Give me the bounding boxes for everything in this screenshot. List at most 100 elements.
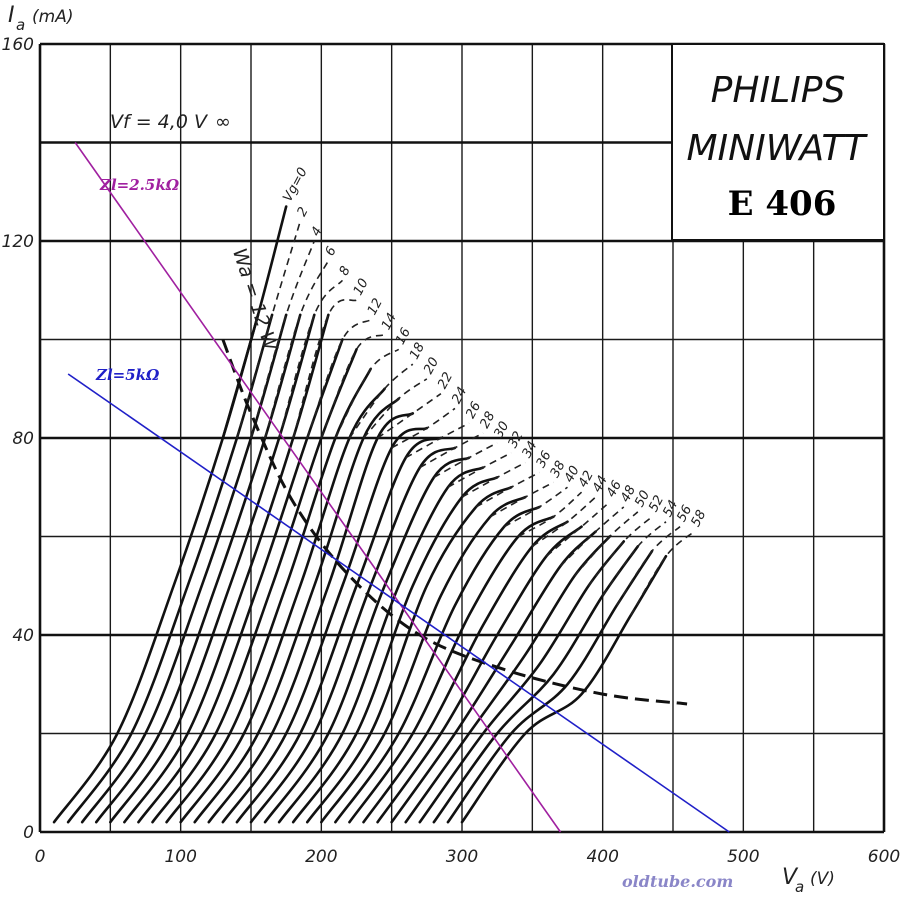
plate-curve-extension [587, 516, 653, 587]
x-axis-label-sub: a [795, 878, 804, 896]
x-tick-label: 100 [164, 847, 196, 867]
plate-curve-extension [377, 393, 442, 439]
infinity-symbol: ∞ [215, 111, 231, 133]
grid-voltage-label: 32 [506, 429, 527, 451]
plate-curve-extension [278, 279, 344, 439]
grid-voltage-label: 26 [463, 399, 484, 421]
plate-curve [137, 338, 344, 824]
y-tick-label: 0 [23, 823, 34, 843]
y-tick-label: 120 [2, 232, 34, 252]
plate-curve [305, 485, 513, 824]
grid-voltage-label: 36 [534, 449, 555, 471]
grid-voltage-label: 28 [477, 409, 498, 431]
grid-voltage-label: 52 [646, 493, 667, 515]
plate-curve-extension [630, 530, 695, 616]
plate-curve-extension [475, 471, 540, 508]
x-axis-label-unit: (V) [810, 869, 835, 889]
plate-curve-extension [250, 240, 316, 439]
grid-voltage-label: 54 [660, 498, 681, 520]
grid-voltage-label: 50 [632, 488, 653, 510]
grid-voltage-label: 6 [323, 244, 340, 258]
grid-voltage-label: 48 [618, 483, 639, 505]
plate-curve-extension [264, 260, 330, 439]
plate-curve [390, 530, 597, 824]
y-tick-label: 40 [12, 626, 34, 646]
plate-curve-extension [334, 348, 400, 439]
grid-voltage-label: 42 [576, 468, 597, 490]
plate-curve [249, 446, 457, 824]
plate-curve-extension [236, 221, 301, 439]
plate-curve-extension [531, 496, 597, 548]
y-axis-label-unit: (mA) [32, 7, 73, 27]
plate-curve [404, 535, 611, 824]
x-tick-label: 300 [446, 847, 478, 867]
plate-curve-extension [573, 511, 639, 577]
grid-voltage-label: 2 [295, 205, 312, 219]
grid-voltage-label: 56 [674, 503, 695, 525]
plate-curve [235, 436, 443, 824]
y-tick-label: 160 [2, 35, 34, 55]
grid-voltage-label: 12 [365, 296, 386, 318]
y-axis-label-sub: a [16, 16, 25, 34]
brand-subname: MINIWATT [686, 128, 868, 169]
plate-curve [334, 505, 541, 824]
plate-curve-extension [306, 319, 372, 439]
chart-title: E 406 [728, 184, 837, 224]
plate-curve-extension [419, 432, 484, 469]
plate-curve [376, 525, 583, 824]
plate-curve [80, 313, 288, 824]
plate-curve-extension [221, 205, 288, 440]
plate-curve-extension [447, 452, 512, 488]
grid-voltage-label: 40 [562, 463, 583, 485]
max-dissipation-curve [221, 338, 688, 706]
y-axis-label-main: I [8, 3, 15, 28]
plate-curve [418, 540, 626, 824]
plate-curve-extension [461, 461, 526, 498]
plate-curve-extension [616, 526, 681, 606]
x-tick-label: 200 [305, 847, 337, 867]
y-tick-label: 80 [12, 429, 34, 449]
plate-curve-extension [503, 486, 568, 528]
grid-voltage-label: 38 [548, 459, 569, 481]
plate-curve-extension [391, 407, 456, 449]
plate-curve-extension [362, 378, 428, 439]
grid-voltage-label: 46 [604, 478, 625, 500]
plate-curve-extension [517, 491, 583, 538]
plate-curve-extension [559, 506, 625, 567]
x-tick-label: 600 [868, 847, 900, 867]
overlay-lines [67, 142, 730, 833]
load-line [67, 373, 730, 833]
plate-curve-extension [602, 521, 667, 597]
filament-note: Vf = 4,0 V [110, 111, 209, 133]
x-axis-label-main: V [782, 865, 799, 890]
grid-voltage-label: 14 [379, 311, 400, 333]
plate-curve [432, 545, 640, 824]
x-tick-label: 500 [727, 847, 759, 867]
plate-curve-extension [320, 333, 386, 439]
plate-curve [348, 515, 555, 824]
plate-curve [151, 348, 358, 824]
plate-curve-extension [405, 422, 470, 459]
grid-voltage-label: 10 [351, 276, 372, 298]
x-axis-label: V a (V) [782, 865, 835, 896]
grid-voltage-label: 44 [590, 473, 611, 495]
load-line-label: Zl=5kΩ [95, 366, 160, 384]
plate-curve [263, 456, 471, 824]
brand-name: PHILIPS [711, 70, 846, 111]
grid-voltage-label: 24 [449, 385, 470, 407]
plate-curve-extension [348, 363, 414, 439]
load-line-label: Zl=2.5kΩ [99, 176, 180, 194]
grid-voltage-label: 16 [393, 326, 414, 348]
plate-curve [291, 476, 499, 824]
load-line [74, 142, 562, 833]
plate-curve-extension [292, 298, 357, 439]
grid-voltage-label: 8 [337, 264, 354, 278]
plate-curve [320, 495, 527, 824]
x-tick-label: 0 [35, 847, 46, 867]
plate-curve [362, 520, 569, 824]
y-axis-label: I a (mA) [8, 3, 73, 34]
max-dissipation-label: Wa = 12 W [228, 246, 282, 355]
plate-curve [52, 313, 260, 824]
watermark: oldtube.com [622, 872, 733, 891]
